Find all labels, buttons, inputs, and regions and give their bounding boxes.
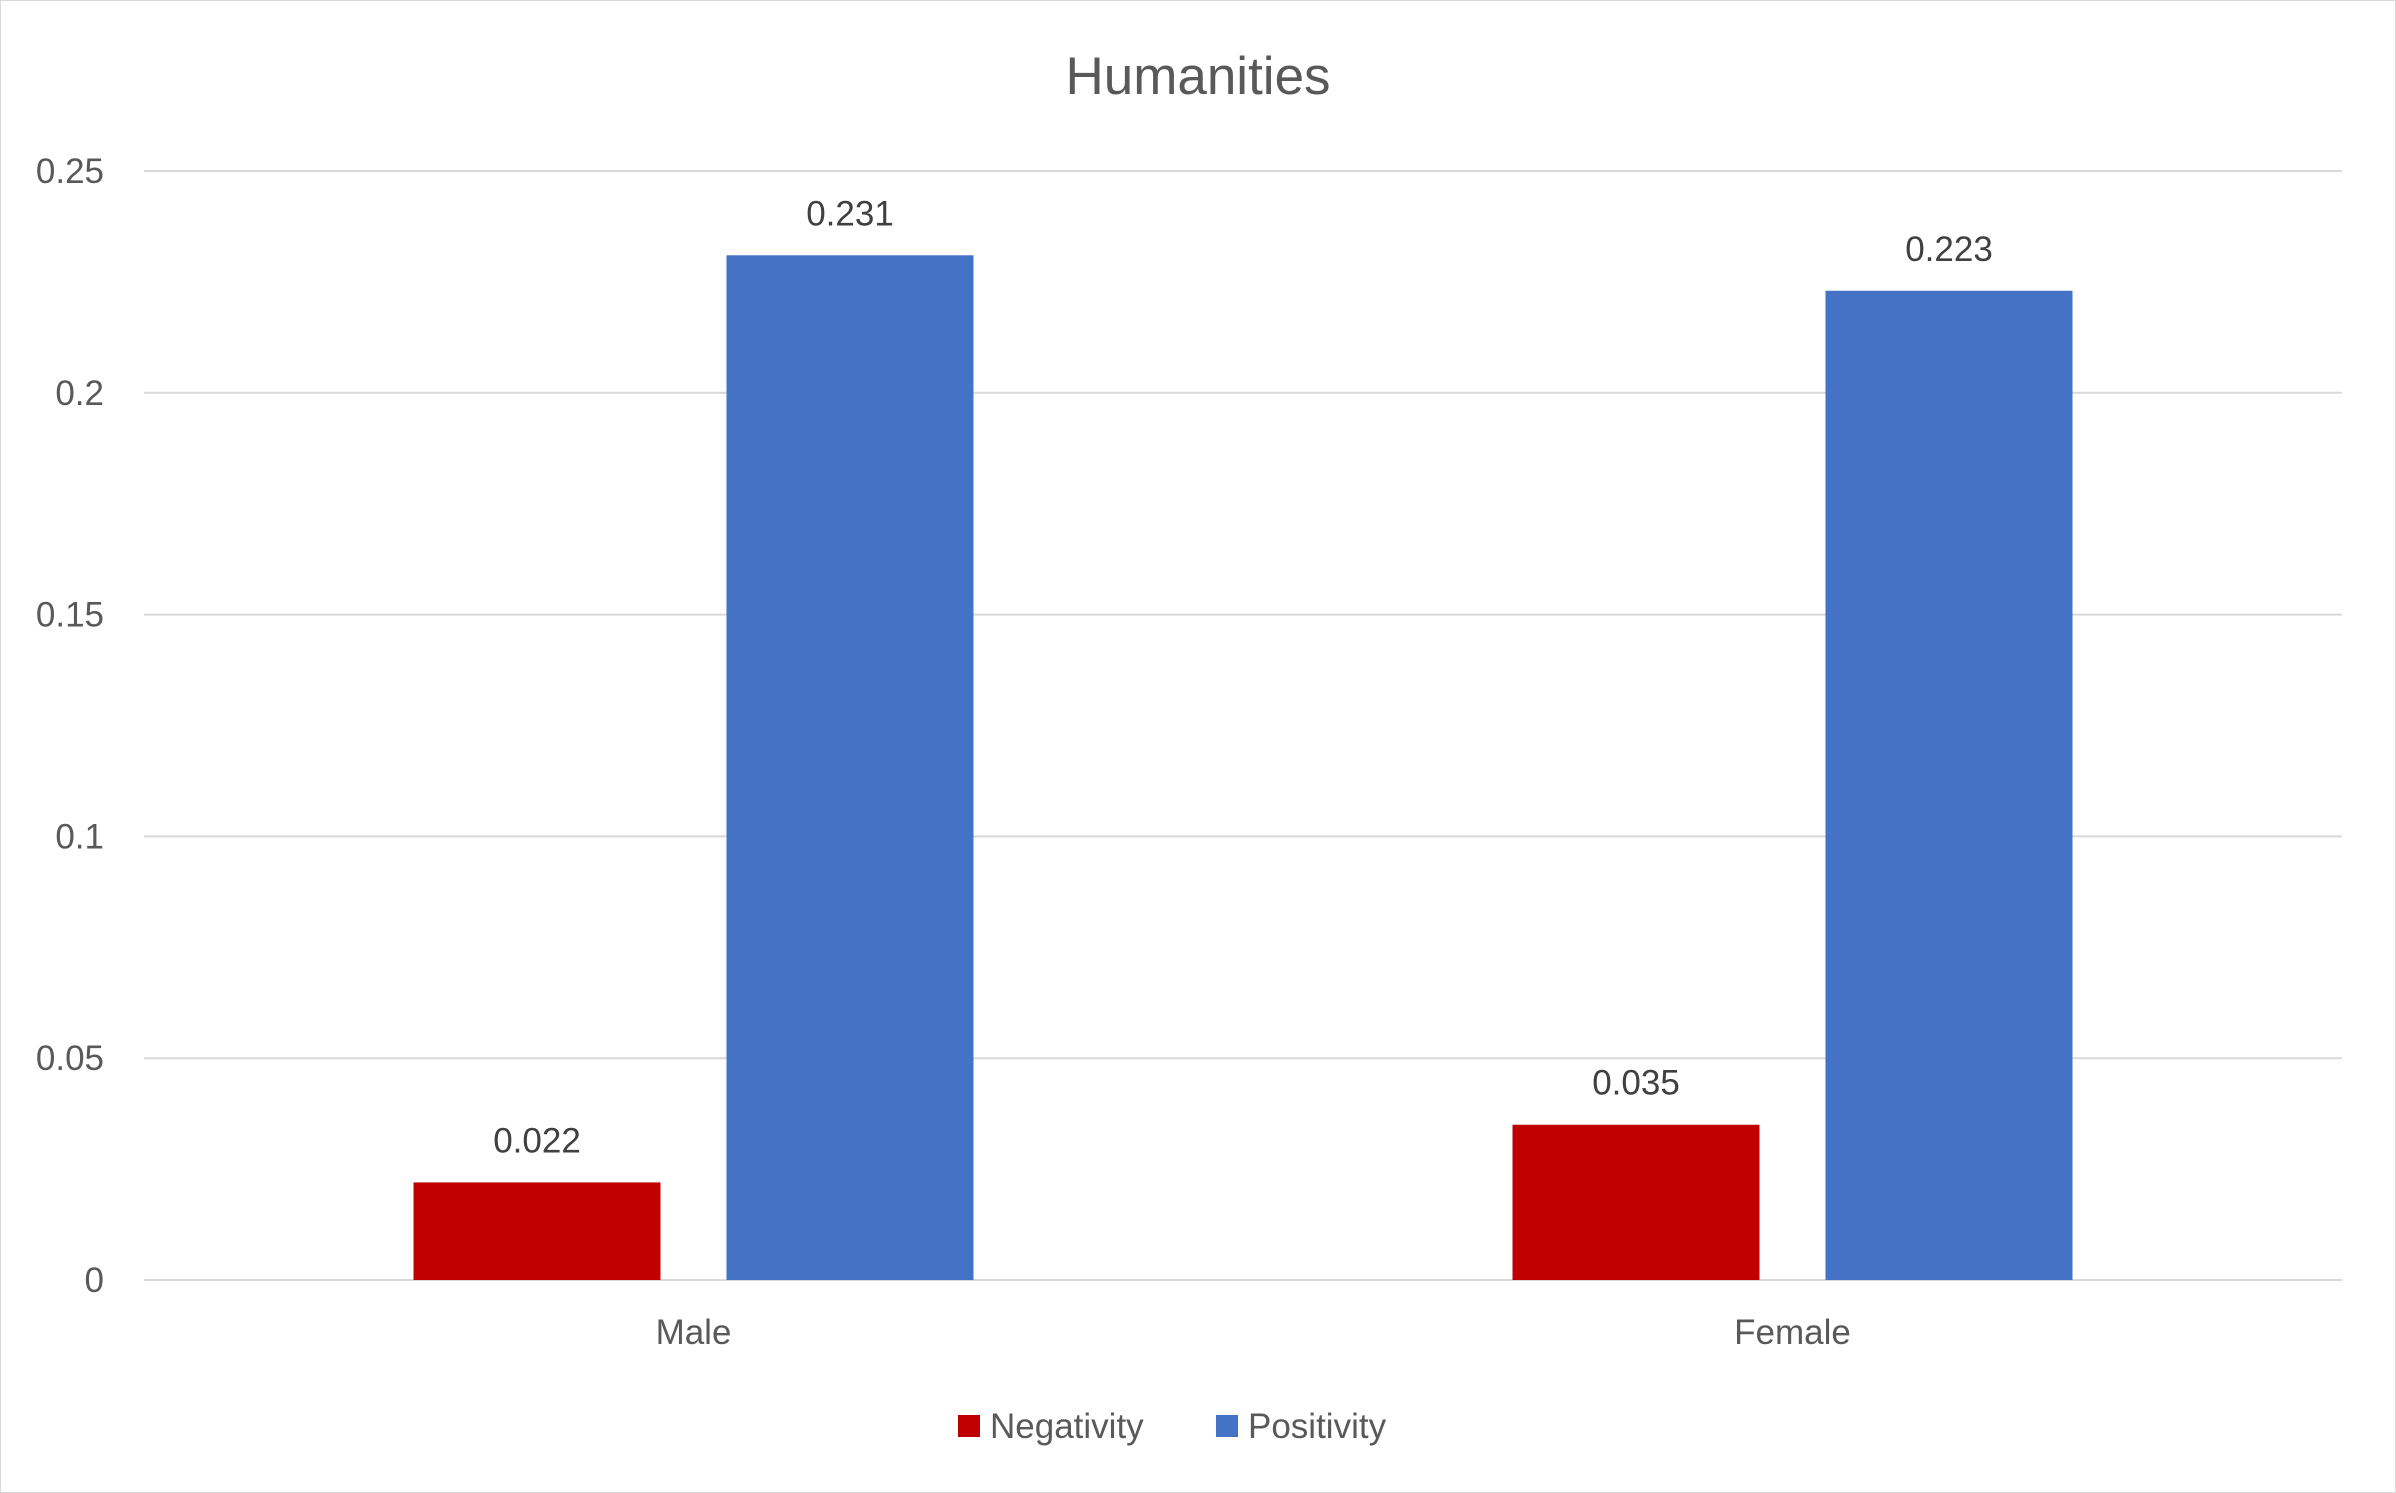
y-tick-label: 0.2: [55, 374, 104, 413]
bar-negativity-male: [413, 1182, 661, 1280]
y-tick-label: 0.05: [36, 1039, 104, 1078]
data-label: 0.022: [493, 1121, 581, 1160]
bars: [413, 255, 2073, 1281]
y-tick-label: 0: [85, 1261, 104, 1300]
x-tick-label: Male: [656, 1313, 732, 1352]
data-label: 0.035: [1592, 1064, 1680, 1103]
y-tick-label: 0.15: [36, 596, 104, 635]
chart-title: Humanities: [1065, 47, 1330, 106]
bar-positivity-female: [1825, 290, 2073, 1281]
data-label: 0.231: [806, 194, 894, 233]
bar-positivity-male: [726, 255, 974, 1281]
data-label: 0.223: [1905, 230, 1993, 269]
legend: Negativity Positivity: [958, 1407, 1387, 1446]
x-axis-tick-labels: Male Female: [656, 1313, 1851, 1352]
x-tick-label: Female: [1734, 1313, 1851, 1352]
legend-label-positivity: Positivity: [1248, 1407, 1387, 1446]
y-tick-label: 0.25: [36, 152, 104, 191]
y-tick-label: 0.1: [55, 817, 104, 856]
legend-label-negativity: Negativity: [990, 1407, 1144, 1446]
legend-swatch-positivity: [1216, 1415, 1238, 1437]
y-axis-tick-labels: 0 0.05 0.1 0.15 0.2 0.25: [36, 152, 104, 1300]
data-labels: 0.022 0.231 0.035 0.223: [493, 194, 1993, 1160]
bar-negativity-female: [1512, 1124, 1760, 1280]
legend-swatch-negativity: [958, 1415, 980, 1437]
